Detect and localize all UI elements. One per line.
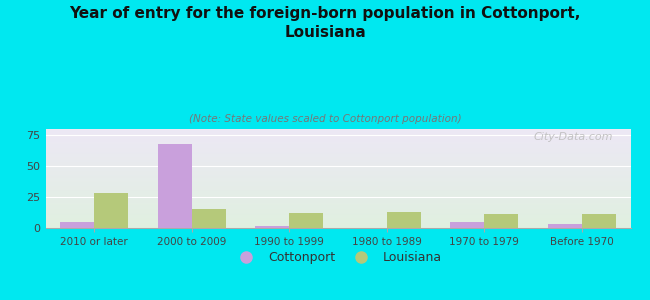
Bar: [192, 209, 226, 228]
Bar: [484, 214, 519, 228]
Bar: [255, 226, 289, 228]
Text: (Note: State values scaled to Cottonport population): (Note: State values scaled to Cottonport…: [188, 114, 462, 124]
Bar: [60, 222, 94, 228]
Legend: Cottonport, Louisiana: Cottonport, Louisiana: [229, 246, 447, 269]
Text: City-Data.com: City-Data.com: [534, 132, 613, 142]
Bar: [289, 213, 324, 228]
Bar: [450, 222, 484, 228]
Bar: [94, 194, 129, 228]
Bar: [387, 212, 421, 228]
Bar: [157, 144, 192, 228]
Text: Year of entry for the foreign-born population in Cottonport,
Louisiana: Year of entry for the foreign-born popul…: [70, 6, 580, 40]
Bar: [547, 224, 582, 228]
Bar: [582, 214, 616, 228]
